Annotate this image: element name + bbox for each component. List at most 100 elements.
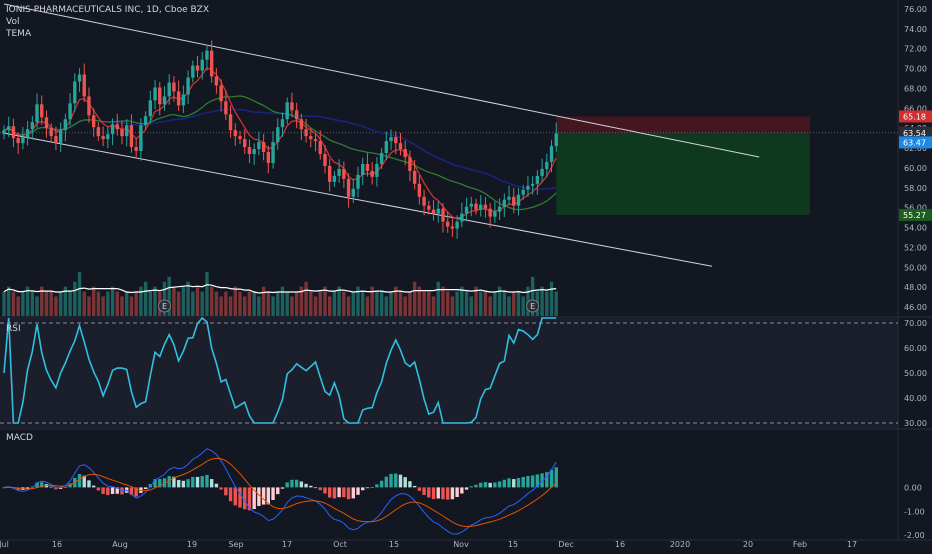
volume-bar bbox=[243, 296, 247, 316]
price-tick-label: 46.00 bbox=[904, 303, 927, 312]
candle-body bbox=[460, 213, 464, 222]
target-price-badge-label: 55.27 bbox=[903, 211, 926, 220]
candle bbox=[148, 90, 153, 124]
candle-body bbox=[167, 82, 171, 97]
candle bbox=[313, 132, 318, 152]
macd-line bbox=[3, 448, 557, 535]
candle bbox=[507, 185, 511, 206]
stop-price-badge-bg bbox=[899, 110, 932, 123]
volume-bar bbox=[25, 286, 30, 316]
candle bbox=[309, 127, 313, 148]
candle-body bbox=[200, 59, 204, 71]
volume-bar bbox=[77, 272, 82, 316]
macd-histogram-bar bbox=[375, 484, 379, 488]
candle bbox=[516, 187, 521, 216]
volume-bar bbox=[422, 291, 426, 316]
candle bbox=[191, 60, 195, 83]
volume-bar bbox=[545, 291, 549, 316]
price-tick-label: 66.00 bbox=[904, 104, 927, 113]
volume-bar bbox=[474, 286, 478, 316]
volume-indicator-label[interactable]: Vol bbox=[6, 17, 20, 27]
tema-indicator-label[interactable]: TEMA bbox=[6, 29, 32, 39]
candle-body bbox=[214, 76, 219, 86]
macd-histogram-bar bbox=[181, 480, 186, 488]
volume-bar bbox=[417, 286, 422, 316]
macd-histogram-bar bbox=[370, 487, 374, 488]
candle-body bbox=[394, 137, 398, 144]
time-tick-label: Sep bbox=[228, 540, 243, 549]
candle-body bbox=[181, 94, 186, 106]
volume-bar bbox=[530, 276, 535, 316]
candle-body bbox=[219, 85, 223, 102]
volume-bar bbox=[290, 296, 294, 316]
volume-bar bbox=[323, 286, 327, 316]
volume-bar bbox=[162, 281, 167, 316]
macd-histogram-bar bbox=[361, 487, 365, 491]
candle bbox=[450, 218, 455, 237]
volume-bar bbox=[502, 291, 507, 316]
candle-body bbox=[243, 139, 247, 148]
candle bbox=[228, 105, 233, 138]
volume-bar bbox=[134, 291, 138, 316]
volume-bar bbox=[299, 286, 304, 316]
price-tick-label: 76.00 bbox=[904, 5, 927, 14]
stop-loss-zone bbox=[556, 116, 810, 133]
candle bbox=[91, 108, 96, 137]
volume-bar bbox=[488, 296, 492, 316]
candle bbox=[162, 86, 167, 111]
volume-bar bbox=[91, 286, 96, 316]
candle-body bbox=[257, 142, 261, 150]
candle bbox=[101, 126, 105, 147]
volume-bar bbox=[512, 291, 516, 316]
volume-bar bbox=[521, 296, 525, 316]
macd-histogram-bar bbox=[403, 477, 407, 488]
time-tick-label: 19 bbox=[187, 540, 197, 549]
time-tick-label: 20 bbox=[743, 540, 753, 549]
macd-pane-label[interactable]: MACD bbox=[6, 433, 33, 443]
candle bbox=[21, 126, 25, 150]
candle-body bbox=[271, 142, 275, 163]
candle bbox=[332, 170, 337, 187]
macd-histogram-bar bbox=[460, 487, 464, 494]
candle-body bbox=[16, 138, 20, 144]
volume-bar bbox=[238, 291, 242, 316]
macd-histogram-bar bbox=[191, 476, 195, 488]
macd-histogram-bar bbox=[422, 487, 426, 495]
candle-body bbox=[115, 124, 119, 130]
candle bbox=[120, 120, 124, 145]
volume-bar bbox=[332, 291, 337, 316]
volume-bar bbox=[469, 296, 473, 316]
candle-body bbox=[125, 125, 129, 137]
candle bbox=[7, 116, 11, 138]
rsi-pane-label[interactable]: RSI bbox=[6, 324, 21, 334]
candle-body bbox=[106, 134, 110, 140]
candle bbox=[129, 114, 134, 153]
rsi-tick-label: 40.00 bbox=[904, 394, 927, 403]
candle-body bbox=[233, 130, 237, 137]
macd-histogram-bar bbox=[290, 479, 294, 488]
candle-body bbox=[148, 100, 153, 117]
candle bbox=[469, 196, 473, 217]
candle-body bbox=[375, 163, 379, 177]
macd-histogram-bar bbox=[455, 487, 459, 498]
volume-bar bbox=[181, 286, 186, 316]
macd-histogram-bar bbox=[257, 487, 261, 507]
volume-bar bbox=[318, 291, 322, 316]
macd-histogram-bar bbox=[483, 482, 488, 488]
volume-bar bbox=[337, 286, 341, 316]
macd-histogram-bar bbox=[63, 486, 68, 488]
volume-bar bbox=[483, 291, 488, 316]
macd-histogram-bar bbox=[294, 479, 299, 488]
candle-body bbox=[337, 168, 341, 176]
candle-body bbox=[455, 221, 459, 229]
volume-bar bbox=[280, 286, 285, 316]
candle-body bbox=[332, 175, 337, 182]
macd-histogram-bar bbox=[228, 487, 233, 502]
candle bbox=[87, 87, 91, 123]
macd-histogram-bar bbox=[304, 483, 308, 488]
volume-bar bbox=[106, 291, 110, 316]
candle-body bbox=[497, 206, 502, 212]
volume-bar bbox=[294, 291, 299, 316]
symbol-title[interactable]: IONIS PHARMACEUTICALS INC, 1D, Cboe BZX bbox=[6, 5, 209, 15]
candle-body bbox=[342, 168, 346, 179]
